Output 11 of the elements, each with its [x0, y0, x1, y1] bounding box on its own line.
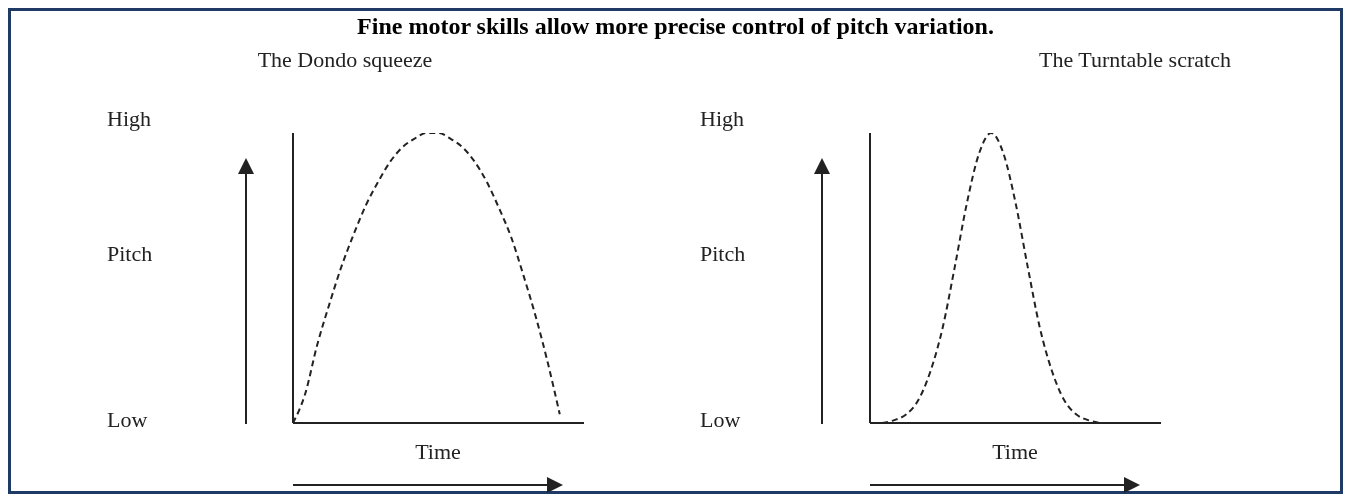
chart-subtitle: The Dondo squeeze: [256, 47, 434, 73]
text: Low: [107, 407, 148, 433]
y-axis-title: Pitch: [700, 241, 746, 267]
text: Fine motor skills allow more precise control of pitch variation.: [356, 13, 995, 40]
y-axis-title: Pitch: [107, 241, 153, 267]
x-axis-title: Time: [414, 439, 462, 465]
text: High: [107, 106, 151, 132]
x-axis-title: Time: [991, 439, 1039, 465]
text: High: [700, 106, 744, 132]
text: Low: [700, 407, 741, 433]
chart-subtitle: The Turntable scratch: [1038, 47, 1232, 73]
